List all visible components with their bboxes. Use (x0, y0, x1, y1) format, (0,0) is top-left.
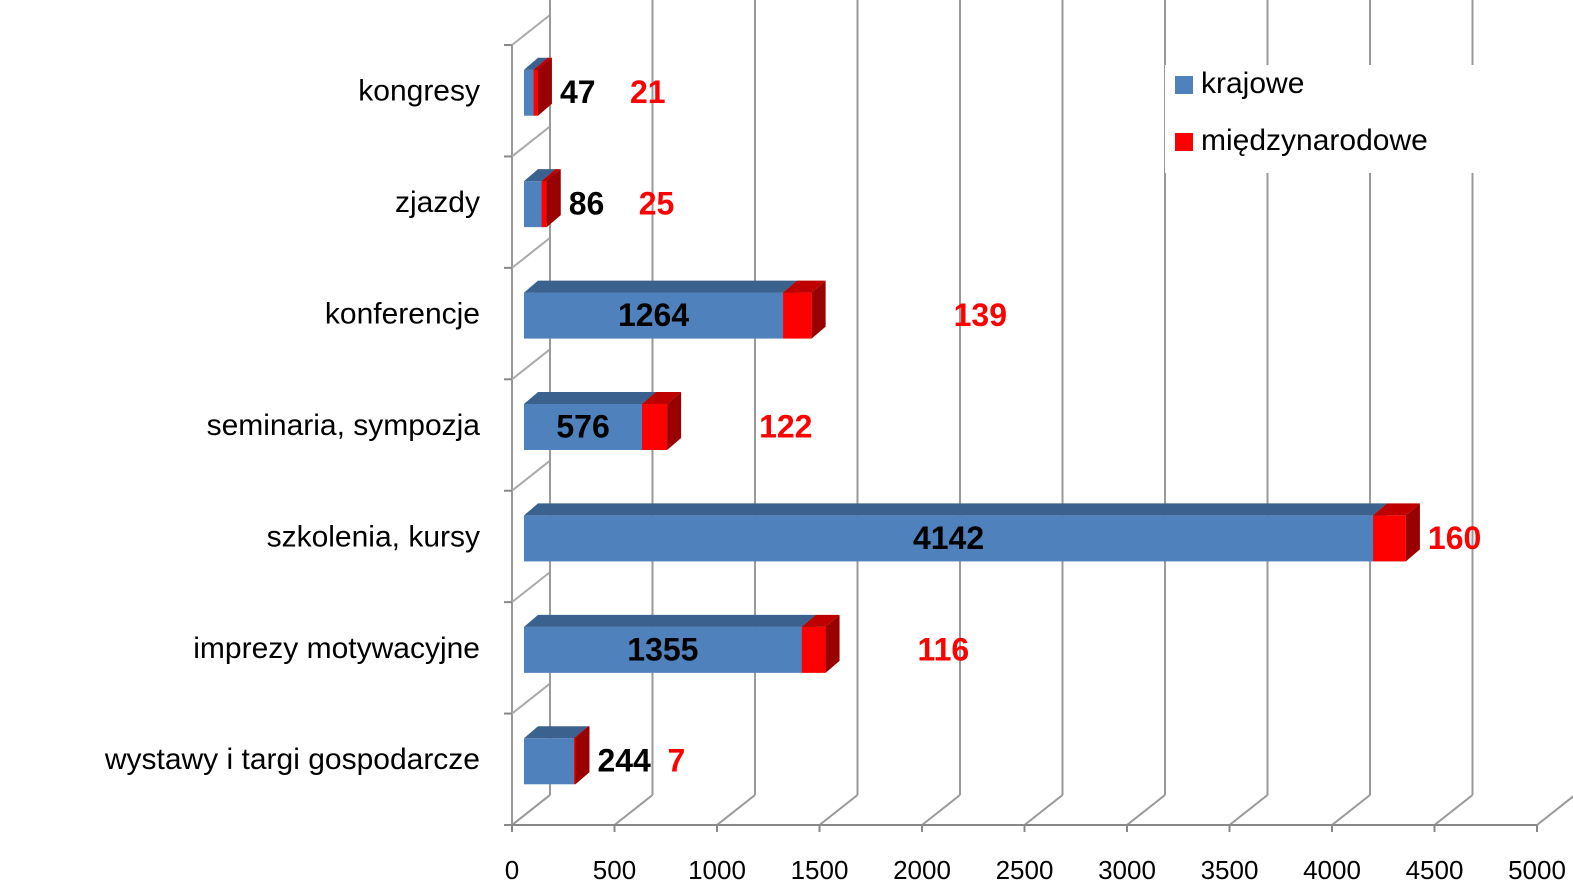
value-label: 576 (556, 408, 609, 444)
bar (541, 181, 547, 228)
bar-side (575, 726, 590, 785)
bar-top (574, 726, 590, 739)
floor-line (1023, 794, 1064, 826)
floor-line (1126, 794, 1166, 826)
x-tick-label: 4000 (1303, 855, 1361, 885)
floor-line (613, 794, 654, 826)
bar (574, 738, 576, 785)
bar-top (524, 280, 798, 293)
value-label: 7 (667, 743, 685, 779)
bar-top (524, 169, 556, 182)
value-label: 1264 (618, 297, 689, 333)
bar (524, 738, 575, 785)
bar-side (667, 392, 682, 450)
bar-top (801, 614, 840, 627)
wall-line (511, 237, 551, 269)
bar (533, 69, 538, 116)
bar-side (546, 169, 561, 228)
y-tick-label: konferencje (325, 297, 480, 330)
x-tick-label: 4500 (1406, 855, 1464, 885)
bar-top (783, 280, 826, 293)
legend-swatch (1175, 76, 1193, 94)
y-tick-label: zjazdy (395, 186, 480, 219)
bar-top (524, 57, 548, 70)
bar (524, 404, 643, 450)
bar-side (811, 280, 826, 339)
bar (642, 404, 668, 450)
floor-line (511, 794, 551, 826)
x-tick-label: 1500 (791, 855, 849, 885)
floor-line (716, 794, 756, 826)
bar (524, 292, 784, 339)
bar-top (1373, 503, 1420, 516)
bar (524, 69, 534, 116)
bar (524, 626, 802, 673)
value-label: 160 (1428, 520, 1481, 556)
y-tick-label: szkolenia, kursy (267, 520, 480, 553)
legend-box (1165, 65, 1483, 173)
bar (801, 626, 826, 673)
value-label: 86 (569, 186, 605, 222)
floor-line (1536, 795, 1573, 826)
y-tick-label: imprezy motywacyjne (193, 632, 480, 665)
x-tick-label: 0 (505, 855, 519, 885)
floor-line (818, 794, 859, 826)
wall-line (511, 459, 551, 492)
x-tick-label: 3500 (1201, 855, 1259, 885)
legend-label: krajowe (1201, 67, 1304, 100)
floor-line (1228, 794, 1269, 826)
legend-swatch (1175, 133, 1193, 151)
value-label: 21 (630, 74, 666, 110)
bar-top (642, 392, 682, 404)
bar (783, 292, 812, 339)
value-label: 139 (954, 297, 1007, 333)
bar-top (541, 169, 561, 182)
floor-line (921, 794, 961, 826)
bar-top (524, 503, 1388, 516)
bar-side (1405, 503, 1420, 562)
value-label: 25 (639, 186, 675, 222)
value-label: 4142 (913, 520, 984, 556)
x-tick-label: 2000 (893, 855, 951, 885)
x-tick-label: 500 (593, 855, 636, 885)
value-label: 1355 (627, 631, 698, 667)
x-tick-label: 3000 (1098, 855, 1156, 885)
y-tick-label: wystawy i targi gospodarcze (104, 743, 480, 776)
bar-top (524, 392, 657, 404)
x-tick-label: 5000 (1508, 855, 1566, 885)
bar-top (524, 614, 816, 627)
y-tick-label: seminaria, sympozja (207, 409, 481, 442)
floor-line (1433, 794, 1474, 826)
y-tick-label: kongresy (358, 75, 480, 108)
wall-line (511, 571, 551, 603)
x-tick-label: 2500 (996, 855, 1054, 885)
bar (524, 181, 542, 228)
bar (524, 515, 1374, 562)
wall-line (511, 14, 551, 46)
wall-line (511, 348, 551, 381)
x-tick-label: 1000 (688, 855, 746, 885)
floor-line (1331, 794, 1371, 826)
bar-side (537, 57, 552, 116)
bar-top (524, 726, 589, 739)
legend-label: międzynarodowe (1201, 124, 1428, 157)
value-label: 244 (597, 743, 651, 779)
value-label: 116 (918, 631, 970, 667)
value-label: 47 (560, 74, 596, 110)
bar-top (533, 57, 552, 70)
bar-side (825, 614, 840, 673)
bar (1373, 515, 1406, 562)
wall-line (511, 125, 551, 158)
wall-line (511, 682, 551, 715)
value-label: 122 (759, 408, 812, 444)
